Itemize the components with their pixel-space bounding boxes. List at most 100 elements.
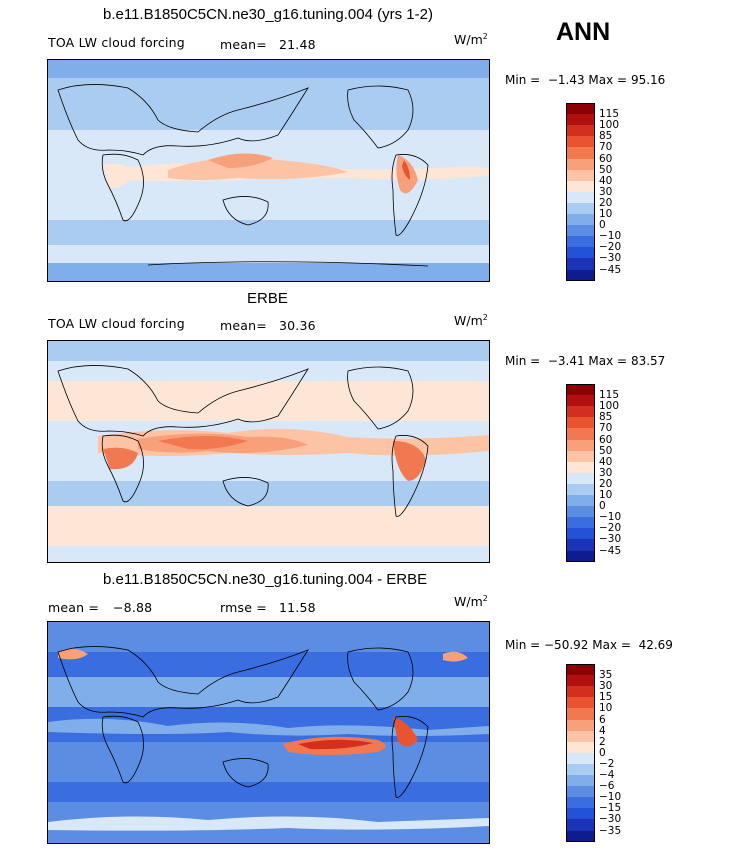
colorbar-tick-label: 115 xyxy=(599,389,620,402)
panel-model-minmax: Min = −1.43 Max = 95.16 xyxy=(505,73,666,87)
panel-obs-map xyxy=(47,340,490,563)
colorbar-tick-label: 10 xyxy=(599,702,613,715)
colorbar-swatch xyxy=(566,236,595,248)
colorbar-swatch xyxy=(566,147,595,159)
colorbar-swatch xyxy=(566,697,595,709)
panel-obs-mean-label: mean= xyxy=(220,318,267,333)
colorbar-tick-label: 15 xyxy=(599,691,613,704)
colorbar-tick-label: 100 xyxy=(599,119,620,132)
colorbar-tick-label: −30 xyxy=(599,533,622,546)
colorbar-swatch xyxy=(566,719,595,732)
colorbar-tick-label: −30 xyxy=(599,252,622,265)
colorbar-tick-label: 85 xyxy=(599,130,613,143)
colorbar-tick-label: −45 xyxy=(599,263,622,276)
colorbar-swatch xyxy=(566,808,595,820)
colorbar-swatch xyxy=(566,202,595,215)
colorbar-swatch xyxy=(566,269,595,282)
panel-model-mean-label: mean= xyxy=(220,37,267,52)
colorbar-tick-label: 85 xyxy=(599,411,613,424)
colorbar-swatch xyxy=(566,180,595,193)
colorbar-swatch xyxy=(566,664,595,676)
colorbar-swatch xyxy=(566,169,595,182)
colorbar-swatch xyxy=(566,406,595,418)
colorbar-tick-label: 40 xyxy=(599,174,613,187)
colorbar-swatch xyxy=(566,775,595,787)
colorbar-tick-label: 10 xyxy=(599,489,613,501)
colorbar-swatch xyxy=(566,461,595,474)
colorbar-swatch xyxy=(566,539,595,551)
colorbar-swatch xyxy=(566,384,595,396)
colorbar-tick-label: 30 xyxy=(599,680,613,693)
colorbar-swatch xyxy=(566,730,595,743)
colorbar-tick-label: 20 xyxy=(599,196,613,209)
colorbar-tick-label: −30 xyxy=(599,813,622,826)
colorbar-swatch xyxy=(566,528,595,540)
colorbar-swatch xyxy=(566,495,595,507)
colorbar-swatch xyxy=(566,550,595,563)
colorbar-swatch xyxy=(566,752,595,765)
colorbar-tick-label: 50 xyxy=(599,444,613,457)
colorbar-tick-label: 4 xyxy=(599,724,606,737)
colorbar-swatch xyxy=(566,114,595,126)
colorbar-swatch xyxy=(566,125,595,137)
colorbar-tick-label: −45 xyxy=(599,544,622,557)
panel-obs-mean-value: 30.36 xyxy=(279,318,316,333)
colorbar-tick-label: −35 xyxy=(599,824,622,837)
colorbar-swatch xyxy=(566,506,595,518)
colorbar-tick-label: 70 xyxy=(599,422,613,435)
panel-diff-map xyxy=(47,621,490,844)
panel-obs-title: ERBE xyxy=(247,290,288,307)
case-title: b.e11.B1850C5CN.ne30_g16.tuning.004 (yrs… xyxy=(103,6,433,23)
panel-model-field-label: TOA LW cloud forcing xyxy=(48,35,185,50)
colorbar-tick-label: 115 xyxy=(599,108,620,121)
colorbar-tick-label: −20 xyxy=(599,241,622,254)
colorbar-swatch xyxy=(566,428,595,440)
colorbar-tick-label: 30 xyxy=(599,185,613,198)
colorbar-swatch xyxy=(566,417,595,429)
colorbar-tick-label: 2 xyxy=(599,735,606,748)
panel-diff-units: W/m2 xyxy=(454,594,488,610)
colorbar-tick-label: −10 xyxy=(599,230,622,243)
panel-obs-units: W/m2 xyxy=(454,313,488,329)
colorbar-swatch xyxy=(566,225,595,237)
colorbar-tick-label: −6 xyxy=(599,780,615,793)
colorbar-swatch xyxy=(566,675,595,687)
colorbar-swatch xyxy=(566,741,595,754)
panel-model-units: W/m2 xyxy=(454,32,488,48)
colorbar-swatch xyxy=(566,439,595,452)
colorbar-tick-label: 0 xyxy=(599,500,606,513)
panel-obs-minmax: Min = −3.41 Max = 83.57 xyxy=(505,354,666,368)
colorbar-tick-label: −10 xyxy=(599,511,622,524)
colorbar-tick-label: −10 xyxy=(599,791,622,804)
panel-model-map xyxy=(47,59,490,282)
colorbar-tick-label: −4 xyxy=(599,769,615,781)
colorbar-tick-label: 100 xyxy=(599,400,620,413)
colorbar-tick-label: 60 xyxy=(599,152,613,165)
colorbar-swatch xyxy=(566,686,595,698)
panel-diff-title: b.e11.B1850C5CN.ne30_g16.tuning.004 - ER… xyxy=(103,571,428,588)
colorbar-tick-label: 60 xyxy=(599,433,613,446)
colorbar-tick-label: 70 xyxy=(599,141,613,154)
panel-diff-rmse-value: 11.58 xyxy=(279,600,316,615)
colorbar-tick-label: 50 xyxy=(599,163,613,176)
colorbar-tick-label: −20 xyxy=(599,522,622,535)
colorbar-swatch xyxy=(566,136,595,148)
panel-diff-rmse-label: rmse = xyxy=(220,600,267,615)
colorbar-tick-label: 40 xyxy=(599,455,613,468)
colorbar-tick-label: 0 xyxy=(599,746,606,759)
colorbar-tick-label: −2 xyxy=(599,757,615,770)
coastlines xyxy=(57,84,429,267)
colorbar-swatch xyxy=(566,708,595,720)
colorbar-swatch xyxy=(566,819,595,831)
colorbar-swatch xyxy=(566,830,595,843)
colorbar-swatch xyxy=(566,472,595,485)
season-label: ANN xyxy=(556,18,611,46)
colorbar-tick-label: 20 xyxy=(599,477,613,490)
colorbar-swatch xyxy=(566,191,595,204)
colorbar-swatch xyxy=(566,247,595,259)
colorbar-swatch xyxy=(566,395,595,407)
colorbar-swatch xyxy=(566,517,595,529)
colorbar-swatch xyxy=(566,483,595,496)
colorbar-tick-label: 6 xyxy=(599,713,606,726)
colorbar-tick-label: 0 xyxy=(599,219,606,232)
